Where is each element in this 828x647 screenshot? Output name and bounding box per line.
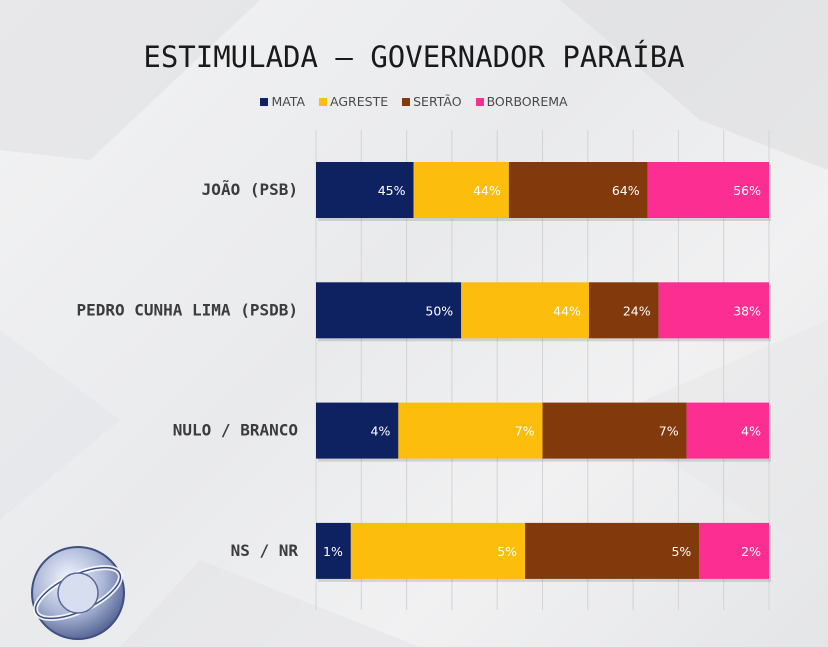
data-label: 56%: [733, 183, 761, 198]
data-label: 38%: [733, 303, 761, 318]
bar-segment: [525, 522, 700, 579]
legend-label-sertao: SERTÃO: [413, 94, 462, 109]
bar-segment: [350, 522, 526, 579]
category-label: NULO / BRANCO: [173, 421, 298, 440]
data-label: 7%: [515, 424, 535, 439]
bar-segment: [508, 162, 648, 218]
category-label: NS / NR: [231, 541, 299, 560]
bar-segment: [398, 402, 543, 459]
category-label: PEDRO CUNHA LIMA (PSDB): [76, 300, 298, 319]
data-label: 24%: [623, 303, 651, 318]
legend-swatch-borborema: [475, 97, 484, 106]
data-label: 44%: [553, 303, 581, 318]
legend-swatch-mata: [260, 97, 269, 106]
data-label: 4%: [371, 424, 391, 439]
category-label: JOÃO (PSB): [202, 180, 298, 199]
data-label: 44%: [473, 183, 501, 198]
data-label: 1%: [323, 544, 343, 559]
data-label: 45%: [378, 183, 406, 198]
bar-segment: [647, 162, 769, 218]
data-label: 4%: [741, 424, 761, 439]
chart-title: ESTIMULADA – GOVERNADOR PARAÍBA: [143, 40, 685, 74]
chart-legend: MATA AGRESTE SERTÃO BORBOREMA: [0, 94, 828, 109]
data-label: 50%: [425, 303, 453, 318]
bar-segment: [461, 282, 589, 339]
data-label: 64%: [612, 183, 640, 198]
bar-segment: [658, 282, 769, 339]
legend-item-sertao: SERTÃO: [402, 94, 462, 109]
bar-segment: [316, 282, 462, 339]
legend-swatch-sertao: [402, 97, 411, 106]
bar-segment: [686, 402, 769, 459]
legend-item-agreste: AGRESTE: [319, 94, 388, 109]
data-label: 5%: [497, 544, 517, 559]
legend-item-borborema: BORBOREMA: [475, 94, 568, 109]
data-label: 5%: [671, 544, 691, 559]
data-label: 7%: [659, 424, 679, 439]
legend-item-mata: MATA: [260, 94, 305, 109]
legend-label-agreste: AGRESTE: [330, 94, 389, 109]
bar-segment: [588, 282, 659, 339]
bar-segment: [316, 402, 399, 459]
legend-label-mata: MATA: [271, 94, 306, 109]
bar-segment: [316, 162, 414, 218]
legend-swatch-agreste: [319, 97, 328, 106]
legend-label-borborema: BORBOREMA: [486, 94, 568, 109]
bar-segment: [699, 522, 769, 579]
data-label: 2%: [741, 544, 761, 559]
bar-segment: [316, 522, 351, 579]
broadcaster-logo: [31, 546, 125, 640]
bar-segment: [542, 402, 687, 459]
bar-segment: [413, 162, 509, 218]
